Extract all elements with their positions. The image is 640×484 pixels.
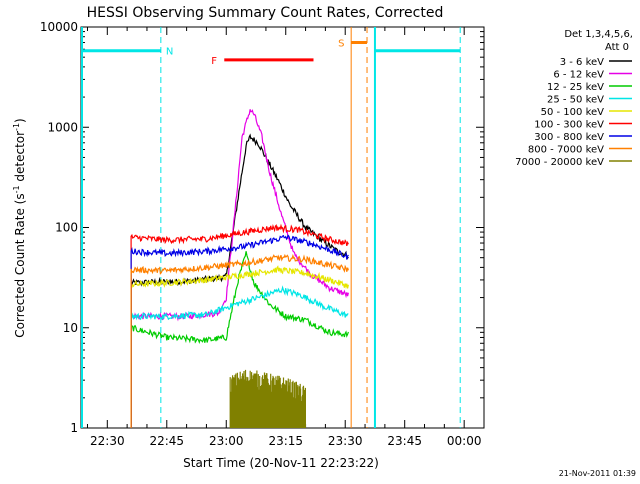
y-axis-label-main: Corrected Count Rate (s: [13, 193, 27, 337]
x-tick-label: 23:45: [387, 434, 422, 448]
x-tick-label: 00:00: [447, 434, 482, 448]
series-line-50-100-kev: [130, 265, 349, 428]
y-axis-label-end: ): [13, 118, 27, 123]
y-tick-label: 100: [55, 221, 78, 235]
y-tick-label: 1000: [47, 120, 78, 134]
legend: Det 1,3,4,5,6, Att 0 3 - 6 keV 6 - 12 keV…: [515, 29, 633, 168]
legend-label: 300 - 800 keV: [534, 132, 604, 143]
legend-header-line2: Att 0: [605, 42, 629, 53]
marker-label-s: S: [338, 39, 344, 50]
marker-label-f: F: [211, 56, 217, 67]
y-axis-label: Corrected Count Rate (s-1 detector-1): [12, 118, 27, 337]
x-axis-label: Start Time (20-Nov-11 22:23:22): [183, 456, 379, 470]
legend-label: 12 - 25 keV: [547, 82, 604, 93]
chart-title: HESSI Observing Summary Count Rates, Cor…: [87, 5, 444, 21]
x-tick-label: 22:45: [149, 434, 184, 448]
legend-label: 6 - 12 keV: [553, 70, 604, 81]
y-axis-label-sup2: -1: [12, 123, 21, 131]
legend-header-line1: Det 1,3,4,5,6,: [564, 29, 633, 40]
legend-label: 25 - 50 keV: [547, 95, 604, 106]
legend-label: 800 - 7000 keV: [528, 145, 604, 156]
legend-label: 7000 - 20000 keV: [515, 157, 604, 168]
y-axis-label-mid: detector: [13, 131, 27, 186]
series-line-25-50-kev: [130, 285, 349, 428]
legend-label: 50 - 100 keV: [541, 107, 605, 118]
x-tick-label: 22:30: [90, 434, 125, 448]
marker-label-n: N: [166, 47, 173, 58]
legend-label: 100 - 300 keV: [534, 120, 604, 131]
series-line-100-300-kev: [130, 223, 349, 428]
series-line-800-7000-kev: [130, 253, 349, 428]
x-tick-label: 23:15: [268, 434, 303, 448]
y-tick-label: 10: [63, 321, 78, 335]
x-tick-label: 23:30: [328, 434, 363, 448]
plot-area: 1 10 100 1000 10000 22:30 22:45 23:00 23:15 23:30…: [40, 20, 485, 448]
series-line-300-800-kev: [130, 234, 349, 428]
x-tick-label: 23:00: [209, 434, 244, 448]
y-axis-label-sup1: -1: [12, 185, 21, 193]
series-line-7000-20000-kev: [229, 369, 306, 428]
y-tick-label: 10000: [40, 20, 78, 34]
footer-date: 21-Nov-2011 01:39: [559, 469, 636, 478]
legend-label: 3 - 6 keV: [560, 57, 604, 68]
y-tick-label: 1: [70, 421, 78, 435]
